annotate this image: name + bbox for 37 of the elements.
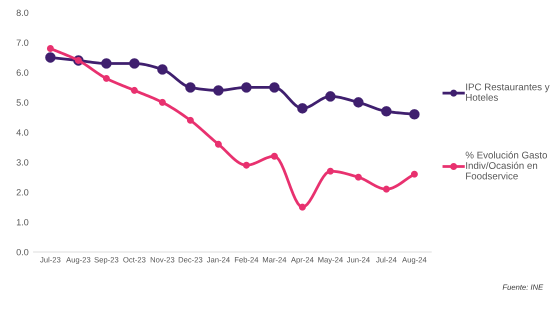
point — [213, 85, 224, 96]
point — [382, 186, 390, 193]
point — [214, 140, 222, 148]
point — [298, 204, 306, 211]
point — [102, 74, 110, 82]
point — [354, 174, 362, 181]
point — [129, 58, 140, 69]
point — [45, 52, 56, 63]
y-tick-label: 1.0 — [16, 219, 28, 226]
point — [353, 97, 364, 108]
point — [185, 82, 196, 93]
point — [242, 162, 250, 169]
legend-label: % Evolución Gasto Indiv/Ocasión en Foodservice — [466, 151, 548, 180]
y-tick-label: 6.0 — [16, 69, 28, 76]
y-tick-label: 7.0 — [16, 39, 28, 46]
point — [326, 168, 334, 175]
point — [101, 58, 112, 69]
point — [409, 109, 420, 120]
point — [410, 170, 418, 178]
y-tick-label: 0.0 — [16, 248, 28, 256]
point — [241, 82, 252, 93]
y-tick-label: 5.0 — [16, 99, 28, 106]
point — [381, 106, 392, 117]
point — [269, 82, 280, 93]
point — [186, 116, 194, 124]
point — [157, 64, 168, 75]
y-tick-label: 2.0 — [16, 189, 28, 196]
y-tick-label: 8.0 — [16, 10, 28, 16]
point — [297, 103, 308, 114]
point — [325, 91, 336, 102]
y-tick-label: 3.0 — [16, 159, 28, 166]
point — [46, 45, 54, 52]
legend-label: IPC Restaurantes y Hoteles — [466, 83, 550, 101]
point — [130, 86, 138, 94]
y-tick-label: 4.0 — [16, 129, 28, 136]
point — [158, 98, 166, 106]
point — [270, 152, 278, 160]
